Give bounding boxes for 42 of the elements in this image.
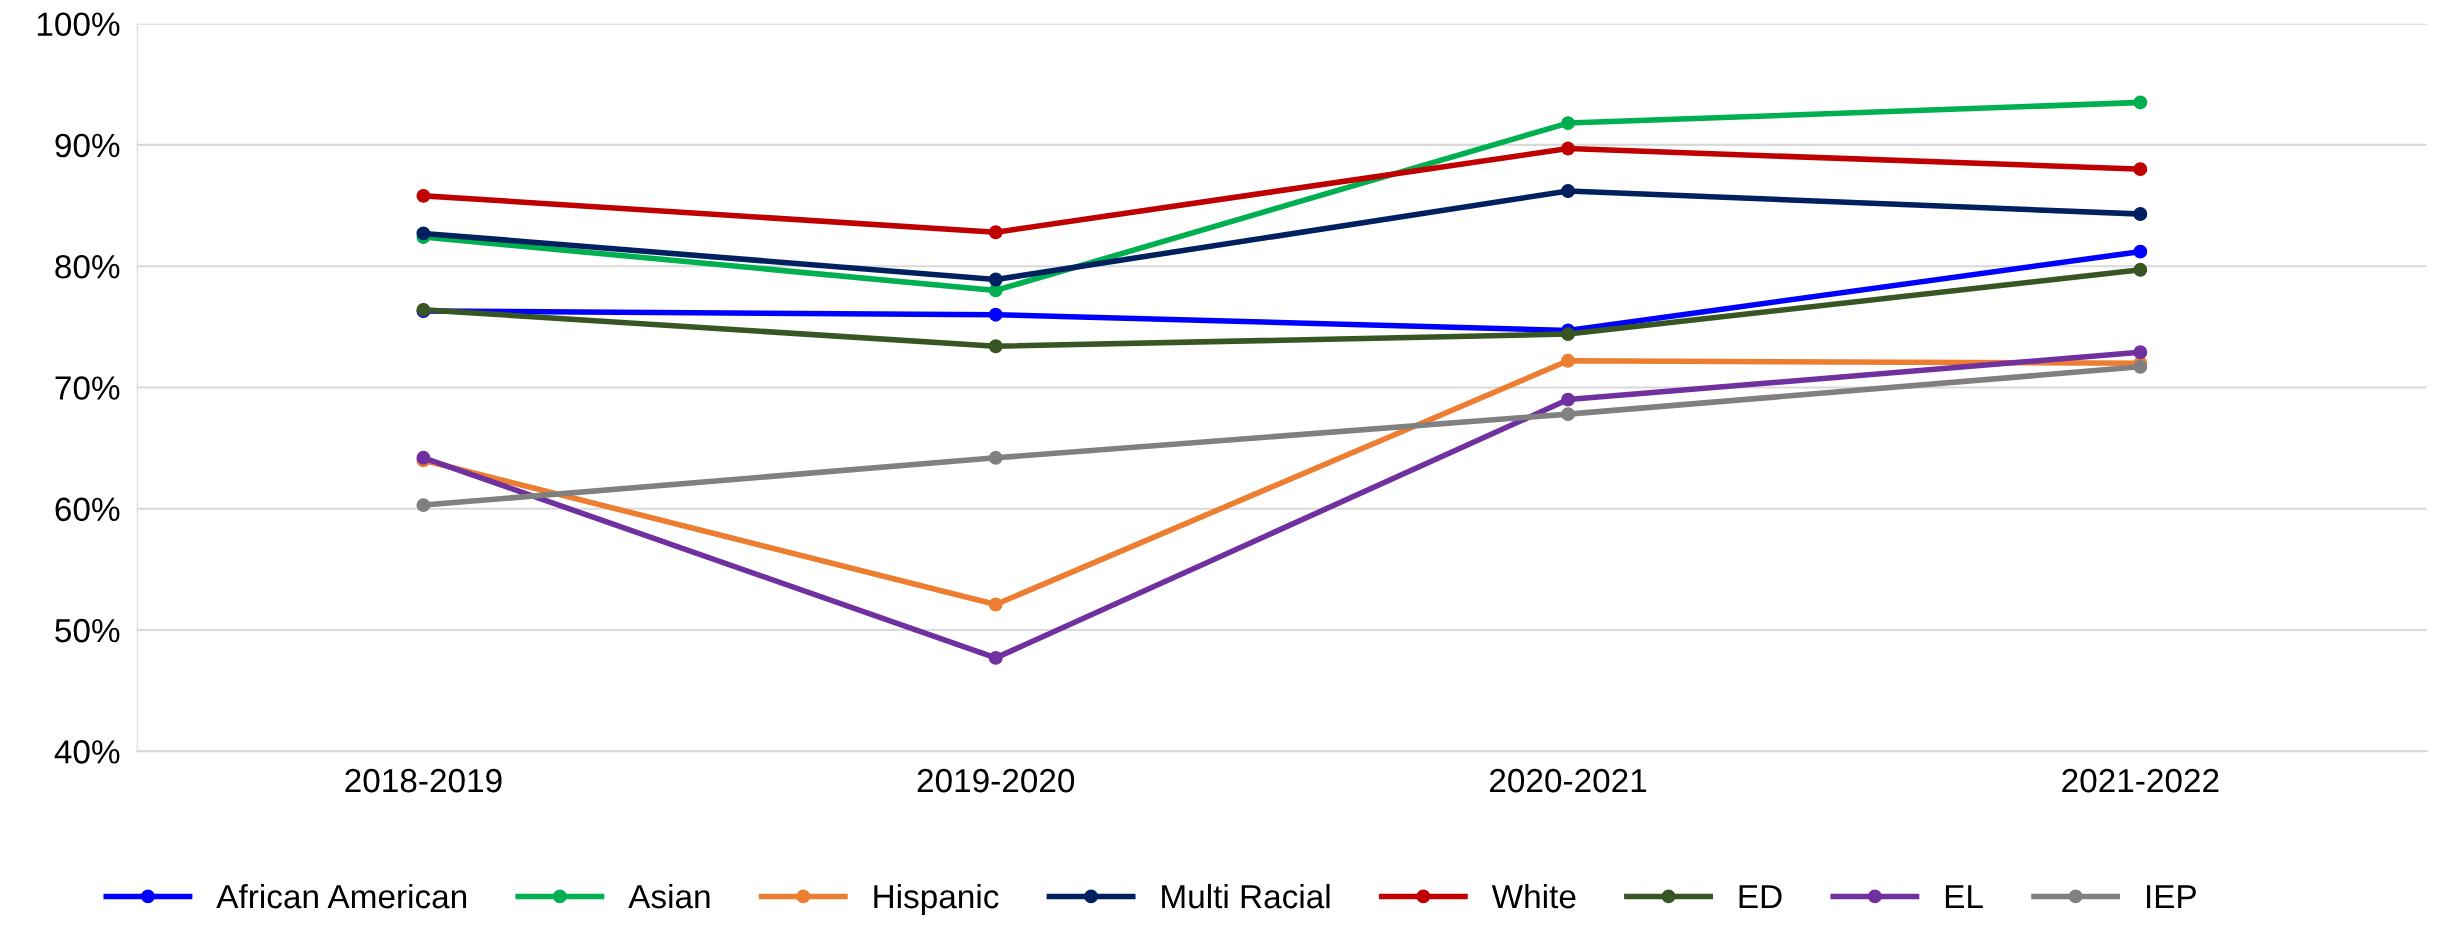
point (416, 226, 431, 241)
point (1561, 353, 1575, 368)
point (1561, 327, 1575, 342)
point (988, 597, 1003, 612)
point (416, 188, 431, 203)
point (1561, 407, 1575, 422)
y-tick-label: 100% (37, 12, 120, 37)
y-tick-label: 90% (55, 133, 120, 158)
legend-label: Asian (628, 883, 710, 909)
point (988, 307, 1003, 322)
point (2133, 162, 2148, 177)
y-tick-label: 50% (55, 618, 120, 643)
point (2133, 244, 2148, 259)
point (988, 339, 1003, 354)
x-tick-label: 2018-2019 (345, 768, 502, 793)
x-tick-label: 2019-2020 (917, 768, 1075, 793)
y-tick-label: 40% (54, 740, 120, 764)
y-tick-label: 80% (55, 254, 120, 279)
legend-label: EL (1945, 885, 1983, 909)
point (416, 498, 431, 513)
point (1561, 141, 1575, 156)
point (2133, 207, 2148, 221)
point (2133, 262, 2148, 277)
legend-label: IEP (2147, 885, 2196, 909)
legend-label: Multi Racial (1162, 883, 1330, 909)
x-tick-label: 2020-2021 (1490, 768, 1647, 793)
y-tick-label: 70% (55, 376, 120, 400)
point (988, 225, 1003, 240)
legend-label: Hispanic (874, 883, 999, 915)
point (1561, 184, 1575, 198)
point (2133, 345, 2148, 360)
legend-label: White (1491, 883, 1576, 909)
x-tick-label: 2021-2022 (2062, 768, 2219, 793)
y-tick-label: 60% (55, 497, 120, 522)
legend-label: African American (216, 883, 467, 909)
point (988, 650, 1003, 665)
point (988, 272, 1003, 287)
point (988, 450, 1003, 465)
point (2133, 95, 2148, 110)
point (1561, 392, 1575, 407)
point (1561, 116, 1575, 131)
legend-label: ED (1739, 885, 1782, 909)
